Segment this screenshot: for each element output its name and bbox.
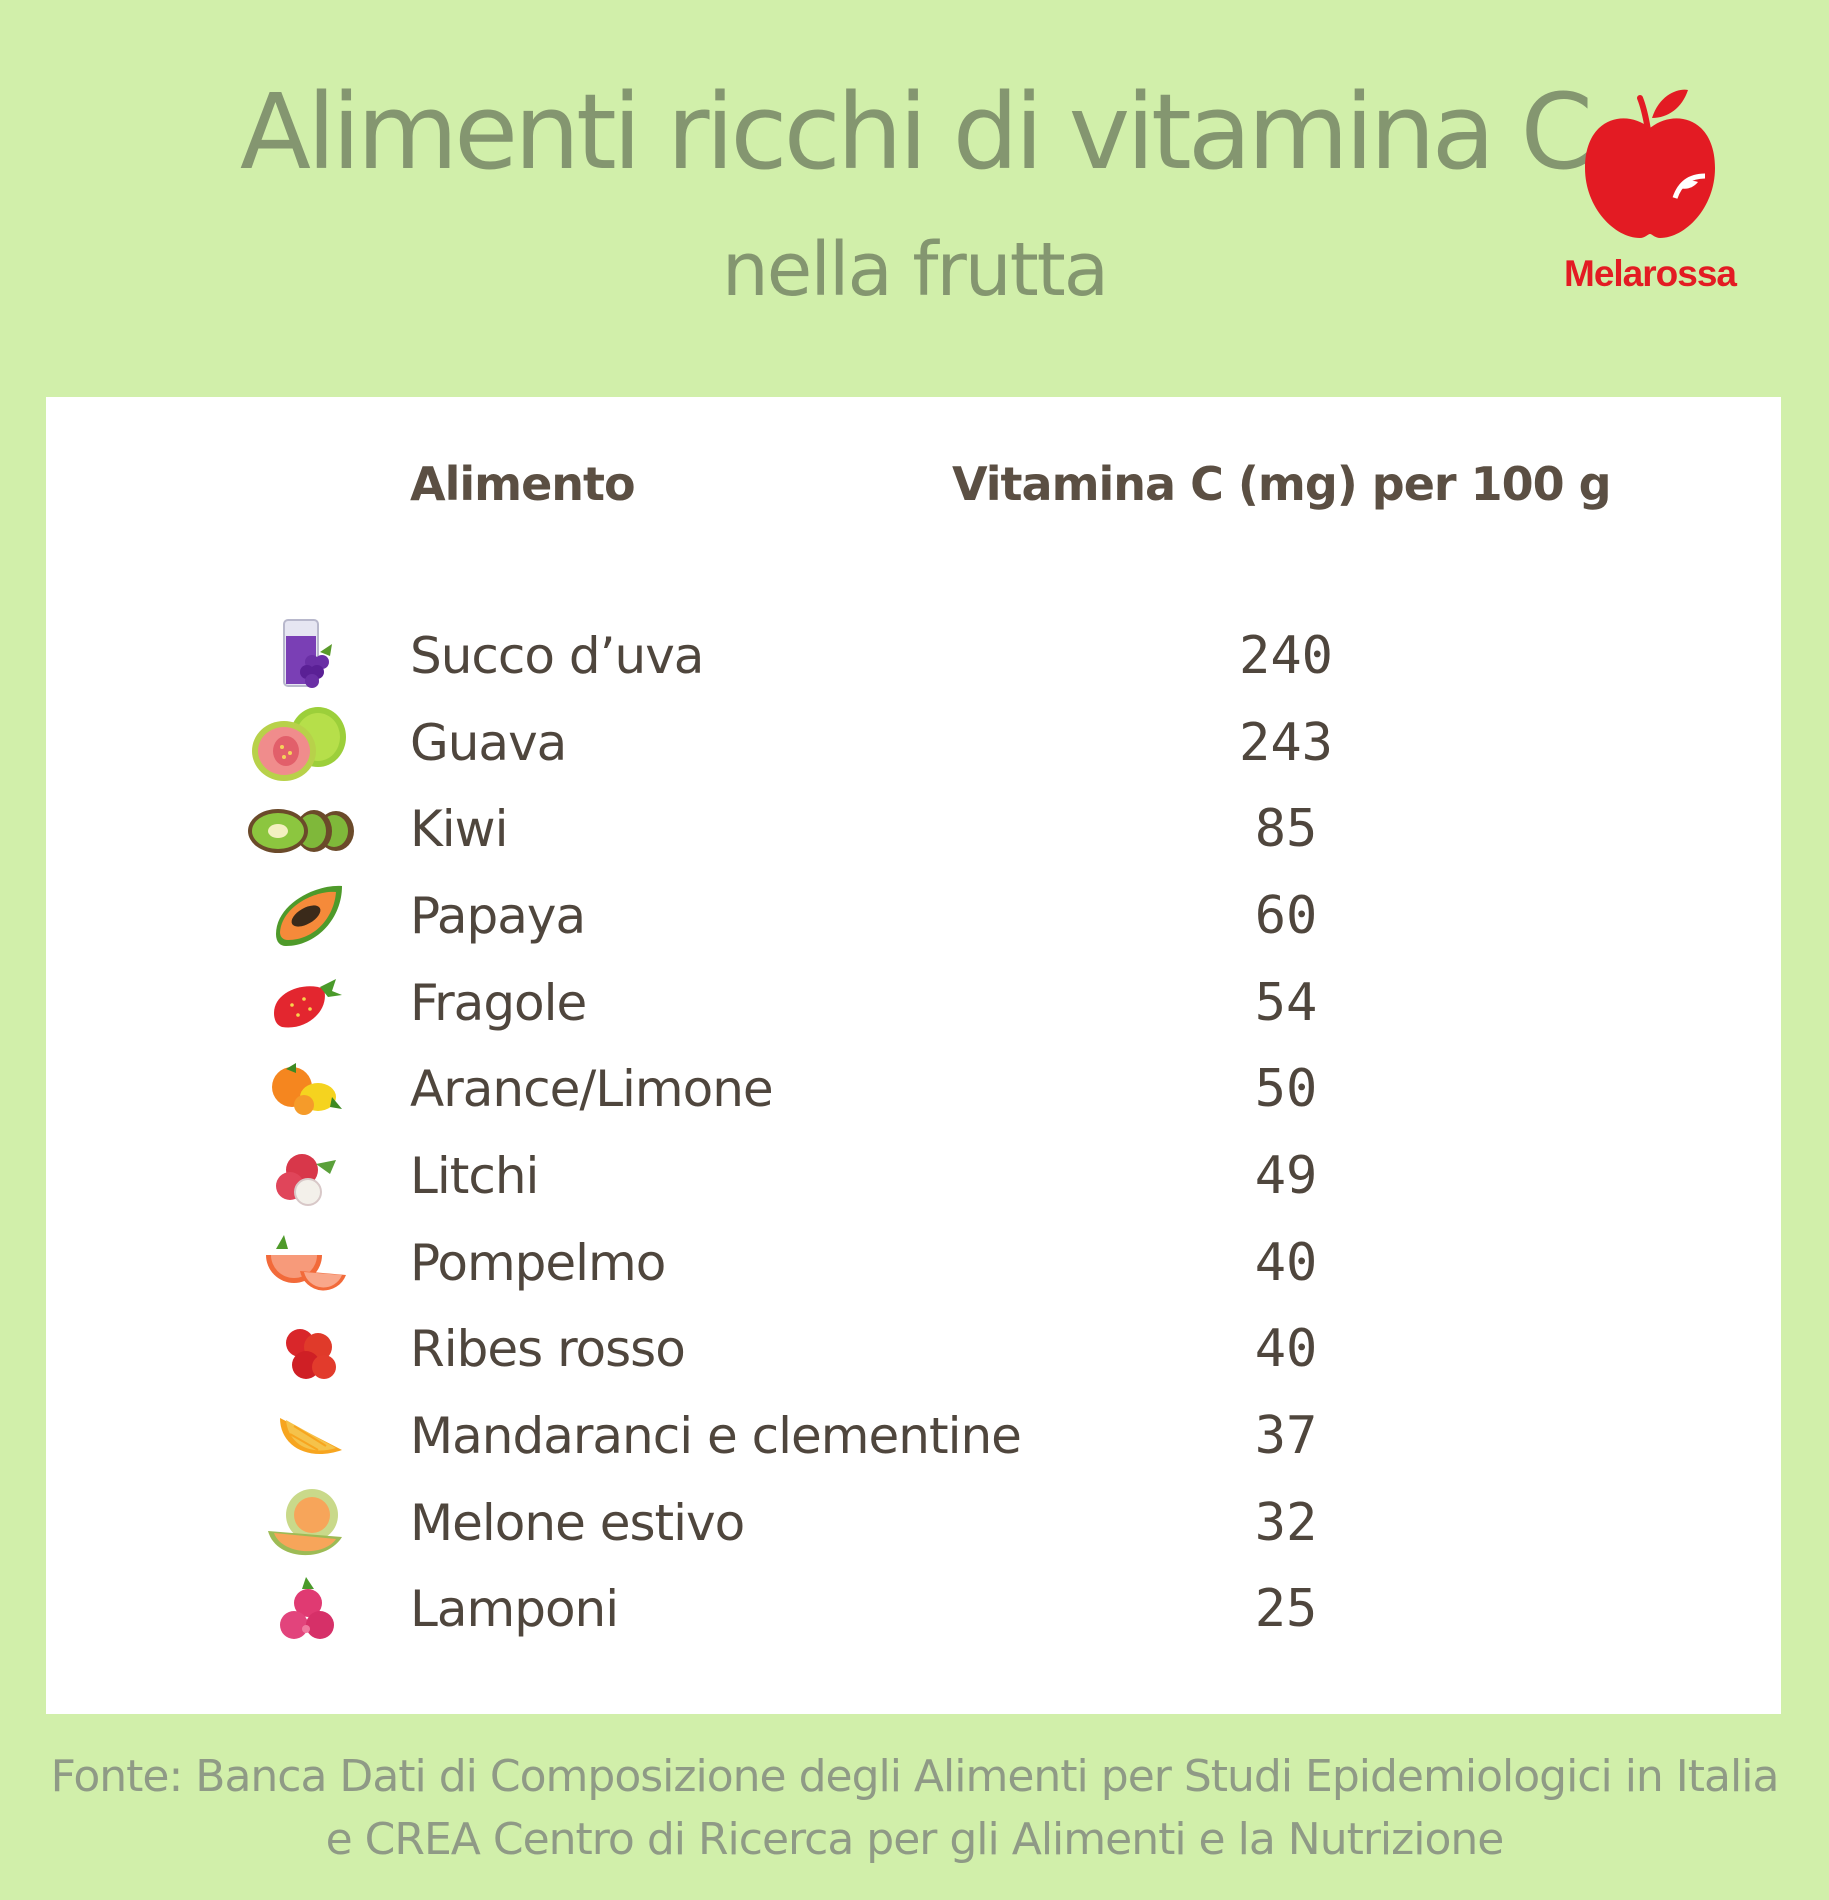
vitamin-value: 54 — [1254, 973, 1318, 1033]
kiwi-icon — [246, 787, 356, 873]
food-name: Litchi — [410, 1147, 539, 1205]
food-name: Kiwi — [410, 800, 508, 858]
source-line-2: e CREA Centro di Ricerca per gli Aliment… — [325, 1814, 1505, 1865]
table-row: Mandaranci e clementine 37 — [46, 1394, 1781, 1480]
brand-name: Melarossa — [1564, 253, 1737, 294]
vitamin-value: 49 — [1254, 1146, 1318, 1206]
food-name: Guava — [410, 714, 567, 772]
vitamin-value: 40 — [1254, 1233, 1318, 1293]
food-name: Ribes rosso — [410, 1320, 686, 1378]
vitamin-value: 50 — [1254, 1059, 1318, 1119]
column-header-food: Alimento — [410, 457, 636, 511]
table-row: Kiwi 85 — [46, 787, 1781, 873]
vitamin-value: 60 — [1254, 886, 1318, 946]
vitamin-value: 240 — [1239, 626, 1333, 686]
guava-icon — [246, 701, 356, 787]
table-row: Litchi 49 — [46, 1134, 1781, 1220]
apple-logo-icon — [1585, 89, 1715, 238]
table-row: Melone estivo 32 — [46, 1481, 1781, 1567]
table-row: Papaya 60 — [46, 874, 1781, 960]
brand-logo[interactable]: Melarossa — [1550, 88, 1750, 303]
food-name: Papaya — [410, 887, 586, 945]
food-name: Arance/Limone — [410, 1060, 774, 1118]
table-row: Lamponi 25 — [46, 1567, 1781, 1653]
vitamin-value: 85 — [1254, 799, 1318, 859]
raspberry-icon — [246, 1567, 356, 1653]
table-row: Ribes rosso 40 — [46, 1307, 1781, 1393]
table-row: Pompelmo 40 — [46, 1221, 1781, 1307]
food-name: Melone estivo — [410, 1494, 745, 1552]
orange-lemon-icon — [246, 1047, 356, 1133]
melon-icon — [246, 1481, 356, 1567]
table-row: Fragole 54 — [46, 961, 1781, 1047]
food-name: Lamponi — [410, 1580, 619, 1638]
page-subtitle: nella frutta — [721, 227, 1109, 313]
vitamin-value: 37 — [1254, 1406, 1318, 1466]
vitamin-value: 40 — [1254, 1319, 1318, 1379]
food-name: Fragole — [410, 974, 587, 1032]
grape-juice-icon — [246, 614, 356, 700]
papaya-icon — [246, 874, 356, 960]
vitamin-table: Alimento Vitamina C (mg) per 100 g Succo… — [46, 397, 1781, 1714]
lychee-icon — [246, 1134, 356, 1220]
column-header-vitamin: Vitamina C (mg) per 100 g — [952, 457, 1612, 511]
source-line-1: Fonte: Banca Dati di Composizione degli … — [50, 1751, 1780, 1802]
vitamin-value: 32 — [1254, 1493, 1318, 1553]
vitamin-value: 243 — [1239, 713, 1333, 773]
strawberry-icon — [246, 961, 356, 1047]
page-title: Alimenti ricchi di vitamina C — [239, 71, 1593, 193]
table-row: Guava 243 — [46, 701, 1781, 787]
table-row: Succo d’uva 240 — [46, 614, 1781, 700]
mandarin-icon — [246, 1394, 356, 1480]
vitamin-value: 25 — [1254, 1579, 1318, 1639]
grapefruit-icon — [246, 1221, 356, 1307]
food-name: Mandaranci e clementine — [410, 1407, 1022, 1465]
source-note: Fonte: Banca Dati di Composizione degli … — [0, 1745, 1829, 1871]
food-name: Succo d’uva — [410, 627, 704, 685]
food-name: Pompelmo — [410, 1234, 666, 1292]
table-row: Arance/Limone 50 — [46, 1047, 1781, 1133]
red-currant-icon — [246, 1307, 356, 1393]
